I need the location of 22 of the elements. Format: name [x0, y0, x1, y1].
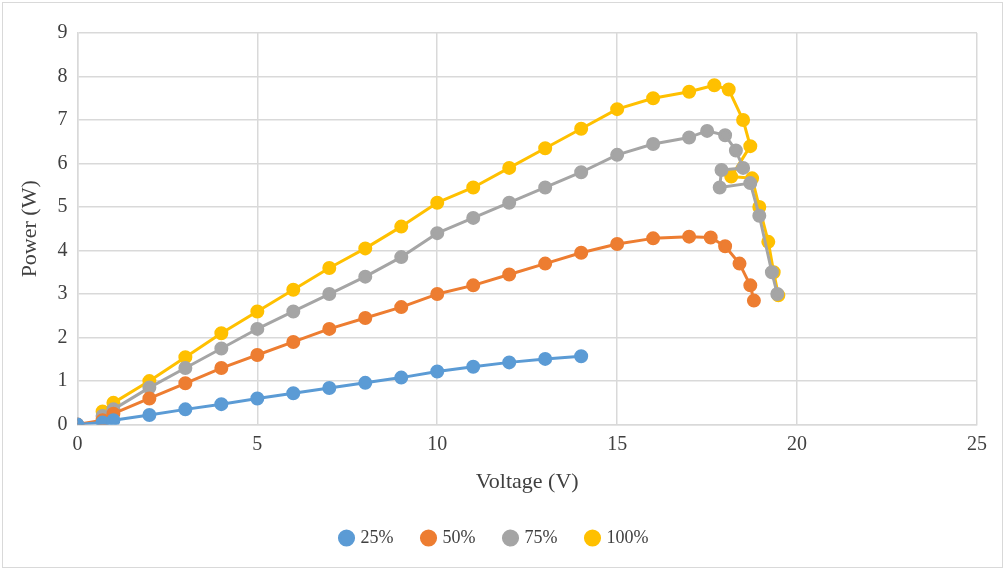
x-tick-label: 20	[787, 431, 808, 454]
legend-label: 100%	[606, 526, 649, 547]
y-tick-label: 7	[57, 107, 68, 130]
y-tick-label: 8	[57, 63, 68, 86]
y-tick-label: 2	[57, 324, 68, 347]
legend-label: 25%	[360, 526, 394, 547]
x-axis-title: Voltage (V)	[475, 467, 579, 493]
y-tick-label: 6	[57, 150, 68, 173]
y-tick-label: 4	[57, 237, 68, 260]
y-tick-label: 9	[57, 20, 68, 43]
x-tick-label: 25	[967, 431, 987, 454]
y-tick-label: 1	[57, 368, 68, 391]
y-tick-label: 0	[57, 411, 68, 434]
legend-label: 50%	[442, 526, 476, 547]
x-tick-label: 15	[607, 431, 628, 454]
y-tick-label: 5	[57, 194, 68, 217]
y-tick-label: 3	[57, 281, 68, 304]
x-tick-label: 10	[427, 431, 448, 454]
y-axis-title: Power (W)	[15, 180, 41, 278]
x-tick-label: 0	[72, 431, 83, 454]
x-tick-label: 5	[252, 431, 263, 454]
legend-label: 75%	[524, 526, 558, 547]
